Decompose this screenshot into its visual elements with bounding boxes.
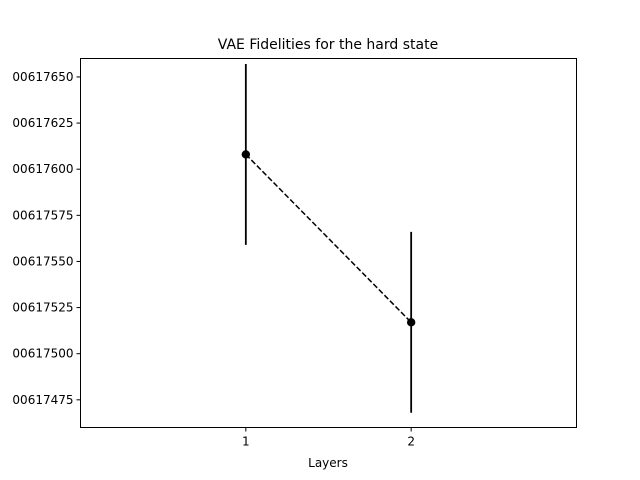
plot-area: [241, 64, 416, 413]
y-tick-label: 00617475: [12, 393, 73, 407]
y-tick-label: 00617575: [12, 208, 73, 222]
x-tick-label: 2: [407, 435, 415, 449]
x-axis-label: Layers: [308, 456, 348, 470]
data-point: [406, 318, 416, 327]
y-tick-label: 00617600: [12, 162, 73, 176]
series-line: [245, 153, 412, 323]
chart-title: VAE Fidelities for the hard state: [218, 37, 438, 53]
y-tick-label: 00617625: [12, 116, 73, 130]
y-axis: 00617475 00617500 00617525 00617550 00617575…: [12, 70, 81, 407]
x-tick-label: 1: [242, 435, 250, 449]
y-tick-label: 00617500: [12, 347, 73, 361]
plot-frame: [80, 58, 577, 428]
y-tick-label: 00617650: [12, 70, 73, 84]
data-point: [241, 150, 251, 159]
y-tick-label: 00617525: [12, 301, 73, 315]
y-tick-label: 00617550: [12, 254, 73, 268]
